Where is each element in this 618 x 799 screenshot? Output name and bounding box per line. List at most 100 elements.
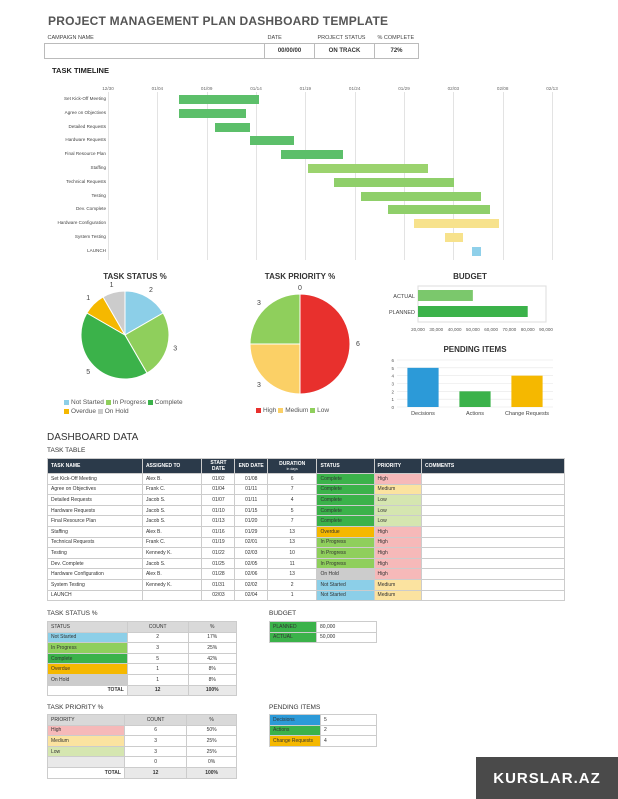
table-cell[interactable]: 01/29 [234, 525, 268, 538]
table-cell[interactable] [421, 473, 565, 485]
campaign-value[interactable] [44, 43, 265, 59]
table-cell[interactable]: LAUNCH [47, 589, 143, 602]
table-cell[interactable]: Complete [316, 515, 375, 527]
table-cell[interactable]: Alex B. [141, 525, 203, 538]
table-cell[interactable]: 01/15 [234, 504, 268, 517]
table-cell[interactable] [421, 483, 565, 496]
table-cell[interactable]: 02/05 [234, 557, 268, 570]
table-cell[interactable]: Alex B. [141, 568, 203, 580]
table-cell[interactable]: High [373, 547, 423, 559]
table-cell[interactable] [421, 525, 565, 538]
table-cell[interactable]: 5 [320, 714, 377, 726]
table-cell[interactable]: 25% [186, 735, 237, 747]
table-cell[interactable]: On Hold [316, 568, 375, 580]
table-cell[interactable]: 25% [187, 642, 237, 654]
table-cell[interactable]: TOTAL [47, 766, 125, 779]
table-cell[interactable]: High [373, 536, 423, 549]
table-cell[interactable]: Complete [47, 652, 128, 665]
table-cell[interactable]: Alex B. [141, 473, 203, 485]
table-cell[interactable] [47, 756, 125, 768]
table-cell[interactable]: Jacob S. [141, 515, 203, 527]
table-cell[interactable]: 02/02 [234, 578, 268, 591]
table-cell[interactable]: 01/02 [201, 473, 236, 485]
date-value[interactable]: 00/00/00 [264, 43, 315, 59]
table-cell[interactable]: 100% [186, 766, 237, 779]
table-cell[interactable]: Medium [373, 589, 423, 602]
table-cell[interactable]: 12 [126, 684, 189, 697]
table-cell[interactable]: Hardware Requests [47, 504, 143, 517]
table-cell[interactable]: Medium [373, 578, 423, 591]
table-cell[interactable]: PLANNED [269, 621, 317, 633]
table-cell[interactable]: Overdue [47, 663, 128, 675]
table-cell[interactable]: Kennedy K. [141, 578, 203, 591]
table-cell[interactable]: 7 [266, 515, 318, 527]
table-cell[interactable]: 3 [126, 642, 189, 654]
table-cell[interactable] [421, 547, 565, 559]
table-cell[interactable]: In Progress [47, 642, 128, 654]
table-cell[interactable]: 42% [187, 652, 237, 665]
table-cell[interactable]: 0 [123, 756, 188, 768]
status-value[interactable]: ON TRACK [314, 43, 375, 59]
table-cell[interactable]: 01/25 [201, 557, 236, 570]
table-cell[interactable]: In Progress [316, 547, 375, 559]
table-cell[interactable]: 17% [187, 631, 237, 644]
table-cell[interactable]: Change Requests [269, 735, 321, 747]
table-cell[interactable] [421, 589, 565, 602]
table-cell[interactable]: Complete [316, 483, 375, 496]
table-cell[interactable]: 0% [186, 756, 237, 768]
table-cell[interactable] [421, 504, 565, 517]
table-cell[interactable]: 1 [266, 589, 318, 602]
table-cell[interactable]: 25% [186, 745, 237, 758]
table-cell[interactable]: 02/03 [201, 589, 236, 602]
table-cell[interactable]: 13 [266, 536, 318, 549]
table-cell[interactable]: Medium [373, 483, 423, 496]
table-cell[interactable]: 10 [266, 547, 318, 559]
table-cell[interactable]: 13 [266, 525, 318, 538]
table-cell[interactable]: 02/04 [234, 589, 268, 602]
table-cell[interactable]: 01/11 [234, 494, 268, 506]
table-cell[interactable]: Testing [47, 547, 143, 559]
table-cell[interactable] [421, 568, 565, 580]
table-cell[interactable]: 5 [266, 504, 318, 517]
table-cell[interactable]: 01/31 [201, 578, 236, 591]
table-cell[interactable]: Dev. Complete [47, 557, 143, 570]
table-cell[interactable]: 4 [320, 735, 377, 747]
table-cell[interactable]: 1 [126, 673, 189, 686]
table-cell[interactable]: Complete [316, 494, 375, 506]
table-cell[interactable]: Low [373, 494, 423, 506]
table-cell[interactable]: Decisions [269, 714, 321, 726]
table-cell[interactable]: Not Started [316, 578, 375, 591]
table-cell[interactable]: 6 [266, 473, 318, 485]
table-cell[interactable]: Medium [47, 735, 125, 747]
table-cell[interactable]: 1 [126, 663, 189, 675]
table-cell[interactable]: 2 [266, 578, 318, 591]
table-cell[interactable] [421, 578, 565, 591]
table-cell[interactable]: 80,000 [316, 621, 377, 633]
table-cell[interactable]: 5 [126, 652, 189, 665]
table-cell[interactable]: 12 [123, 766, 188, 779]
table-cell[interactable]: Jacob S. [141, 494, 203, 506]
table-cell[interactable]: 01/16 [201, 525, 236, 538]
table-cell[interactable] [141, 589, 203, 602]
table-cell[interactable]: High [47, 724, 125, 737]
table-cell[interactable]: TOTAL [47, 684, 128, 697]
table-cell[interactable]: 8% [187, 663, 237, 675]
table-cell[interactable]: 2 [320, 724, 377, 737]
table-cell[interactable]: In Progress [316, 557, 375, 570]
table-cell[interactable]: 01/13 [201, 515, 236, 527]
table-cell[interactable]: 3 [123, 735, 188, 747]
table-cell[interactable]: ACTUAL [269, 631, 317, 644]
table-cell[interactable]: Overdue [316, 525, 375, 538]
table-cell[interactable]: 01/20 [234, 515, 268, 527]
table-cell[interactable]: 01/19 [201, 536, 236, 549]
complete-value[interactable]: 72% [374, 43, 419, 59]
table-cell[interactable]: Final Resource Plan [47, 515, 143, 527]
table-cell[interactable]: Technical Requests [47, 536, 143, 549]
table-cell[interactable]: Jacob S. [141, 504, 203, 517]
table-cell[interactable]: Not Started [316, 589, 375, 602]
table-cell[interactable] [421, 557, 565, 570]
table-cell[interactable]: 01/10 [201, 504, 236, 517]
table-cell[interactable]: High [373, 473, 423, 485]
table-cell[interactable]: 8% [187, 673, 237, 686]
table-cell[interactable]: System Testing [47, 578, 143, 591]
